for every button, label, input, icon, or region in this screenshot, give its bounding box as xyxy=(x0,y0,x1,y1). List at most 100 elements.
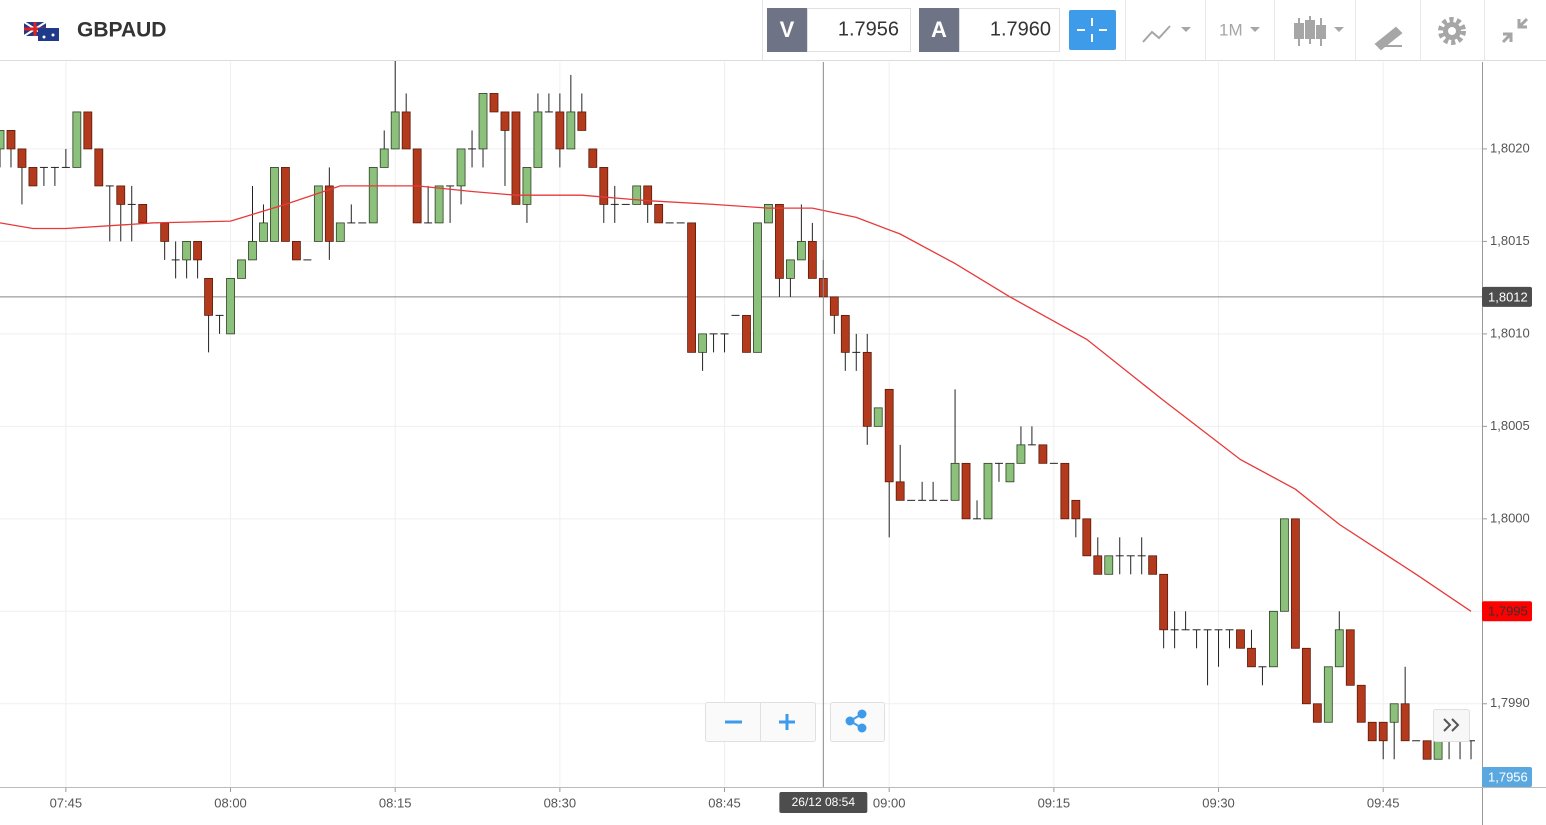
flag-icon xyxy=(23,21,59,41)
x-tick-label: 08:45 xyxy=(708,795,741,810)
plot-area: 1,7990 1,7995 1,8000 1,8005 1,8010 1,8015 1,80… xyxy=(0,56,1546,825)
candle-body xyxy=(1148,555,1158,575)
candle-body xyxy=(1290,518,1300,649)
candle-body xyxy=(259,222,268,242)
candle-body xyxy=(1312,703,1322,723)
candle-body xyxy=(1038,444,1048,464)
candle-body xyxy=(698,333,707,353)
candle-body xyxy=(1247,647,1256,668)
candle-body xyxy=(83,111,93,150)
buy-price: 1.7960 xyxy=(990,18,1051,40)
candle-body xyxy=(961,462,971,520)
y-tick-label: 1,8000 xyxy=(1490,510,1530,525)
separator xyxy=(1125,0,1126,60)
zoom-in-button[interactable] xyxy=(779,714,795,730)
candle-body xyxy=(1016,444,1026,464)
x-tick-label: 08:15 xyxy=(379,795,412,810)
sell-label: V xyxy=(780,17,795,42)
crosshair-y-label: 1,8012 xyxy=(1488,289,1528,304)
candle-body xyxy=(1433,740,1443,760)
candle-body xyxy=(138,204,148,224)
y-tick-label: 1,8020 xyxy=(1490,140,1530,155)
candle-body xyxy=(237,259,246,279)
candle-body xyxy=(478,93,488,150)
candle-body xyxy=(533,111,543,168)
candle-body xyxy=(94,148,104,187)
buy-price-box[interactable] xyxy=(959,8,1060,52)
separator xyxy=(762,0,763,60)
candle-body xyxy=(313,185,323,242)
crosshair-x-label-box xyxy=(779,792,868,813)
candle-body xyxy=(807,241,817,279)
settings-button[interactable] xyxy=(1438,17,1466,45)
sell-button[interactable] xyxy=(767,8,807,52)
candle-body xyxy=(796,241,806,261)
candle-body xyxy=(829,296,839,316)
candle-body xyxy=(599,167,609,205)
timeframe-button[interactable]: 1M xyxy=(1219,20,1243,39)
x-tick-label: 09:45 xyxy=(1367,795,1400,810)
candle-body xyxy=(1378,721,1388,742)
buy-label: A xyxy=(931,17,947,42)
candle-body xyxy=(193,241,203,261)
separator xyxy=(1420,0,1421,60)
crosshair-button[interactable] xyxy=(1069,10,1116,50)
candle-body xyxy=(687,222,696,353)
candle-body xyxy=(379,148,389,168)
candle-body xyxy=(434,185,444,224)
share-button[interactable] xyxy=(830,702,885,742)
scroll-end-icon xyxy=(1443,718,1460,732)
candle-body xyxy=(1356,684,1366,723)
candle-body xyxy=(1280,518,1289,612)
candle-body xyxy=(17,148,27,168)
candle-body xyxy=(1071,499,1081,520)
buy-button[interactable] xyxy=(919,8,959,52)
draw-button[interactable] xyxy=(1374,26,1403,51)
candle-body xyxy=(182,241,192,261)
timeframe-caret xyxy=(1250,27,1260,32)
candle-body xyxy=(72,111,82,168)
y-tick-label: 1,8010 xyxy=(1490,325,1530,340)
candle-body xyxy=(764,204,773,224)
candle-body xyxy=(28,167,38,187)
candle-body xyxy=(983,462,993,520)
candle-body xyxy=(862,351,872,427)
separator xyxy=(1205,0,1206,60)
indicator-button[interactable] xyxy=(1142,25,1191,43)
candle-body xyxy=(1236,629,1245,649)
candle-body xyxy=(270,167,279,242)
candle-body xyxy=(1422,740,1432,760)
crosshair-y-label-box xyxy=(1482,286,1532,307)
scroll-end-button[interactable] xyxy=(1433,709,1470,742)
x-tick-label: 09:15 xyxy=(1038,795,1071,810)
candle-body xyxy=(1301,647,1311,705)
candle-body xyxy=(160,222,170,242)
candle-body xyxy=(324,185,334,242)
candle-body xyxy=(840,314,850,353)
collapse-button[interactable] xyxy=(1501,17,1529,44)
candle-body xyxy=(0,130,5,150)
crosshair-x-label: 26/12 08:54 xyxy=(792,795,856,809)
symbol: GBPAUD xyxy=(77,19,166,42)
candle-body xyxy=(654,204,664,224)
candle-body xyxy=(742,314,751,353)
candle-body xyxy=(6,130,16,150)
candle-body xyxy=(1334,629,1344,668)
candle-body xyxy=(368,167,378,224)
x-tick-label: 07:45 xyxy=(50,795,83,810)
candle-body xyxy=(1269,610,1278,668)
ma-label: 1,7995 xyxy=(1488,604,1528,619)
zoom-controls xyxy=(705,702,885,742)
share-icon xyxy=(845,709,867,733)
separator xyxy=(1484,0,1485,60)
x-tick-label: 09:00 xyxy=(873,795,906,810)
candle-body xyxy=(1389,703,1399,723)
candle-body xyxy=(588,148,598,168)
candle-body xyxy=(456,148,466,187)
chart-type-button[interactable] xyxy=(1294,16,1344,46)
sell-price-box[interactable] xyxy=(807,8,911,52)
candle-body xyxy=(511,111,521,205)
candle-body xyxy=(1093,555,1103,575)
candle-body xyxy=(555,111,565,150)
